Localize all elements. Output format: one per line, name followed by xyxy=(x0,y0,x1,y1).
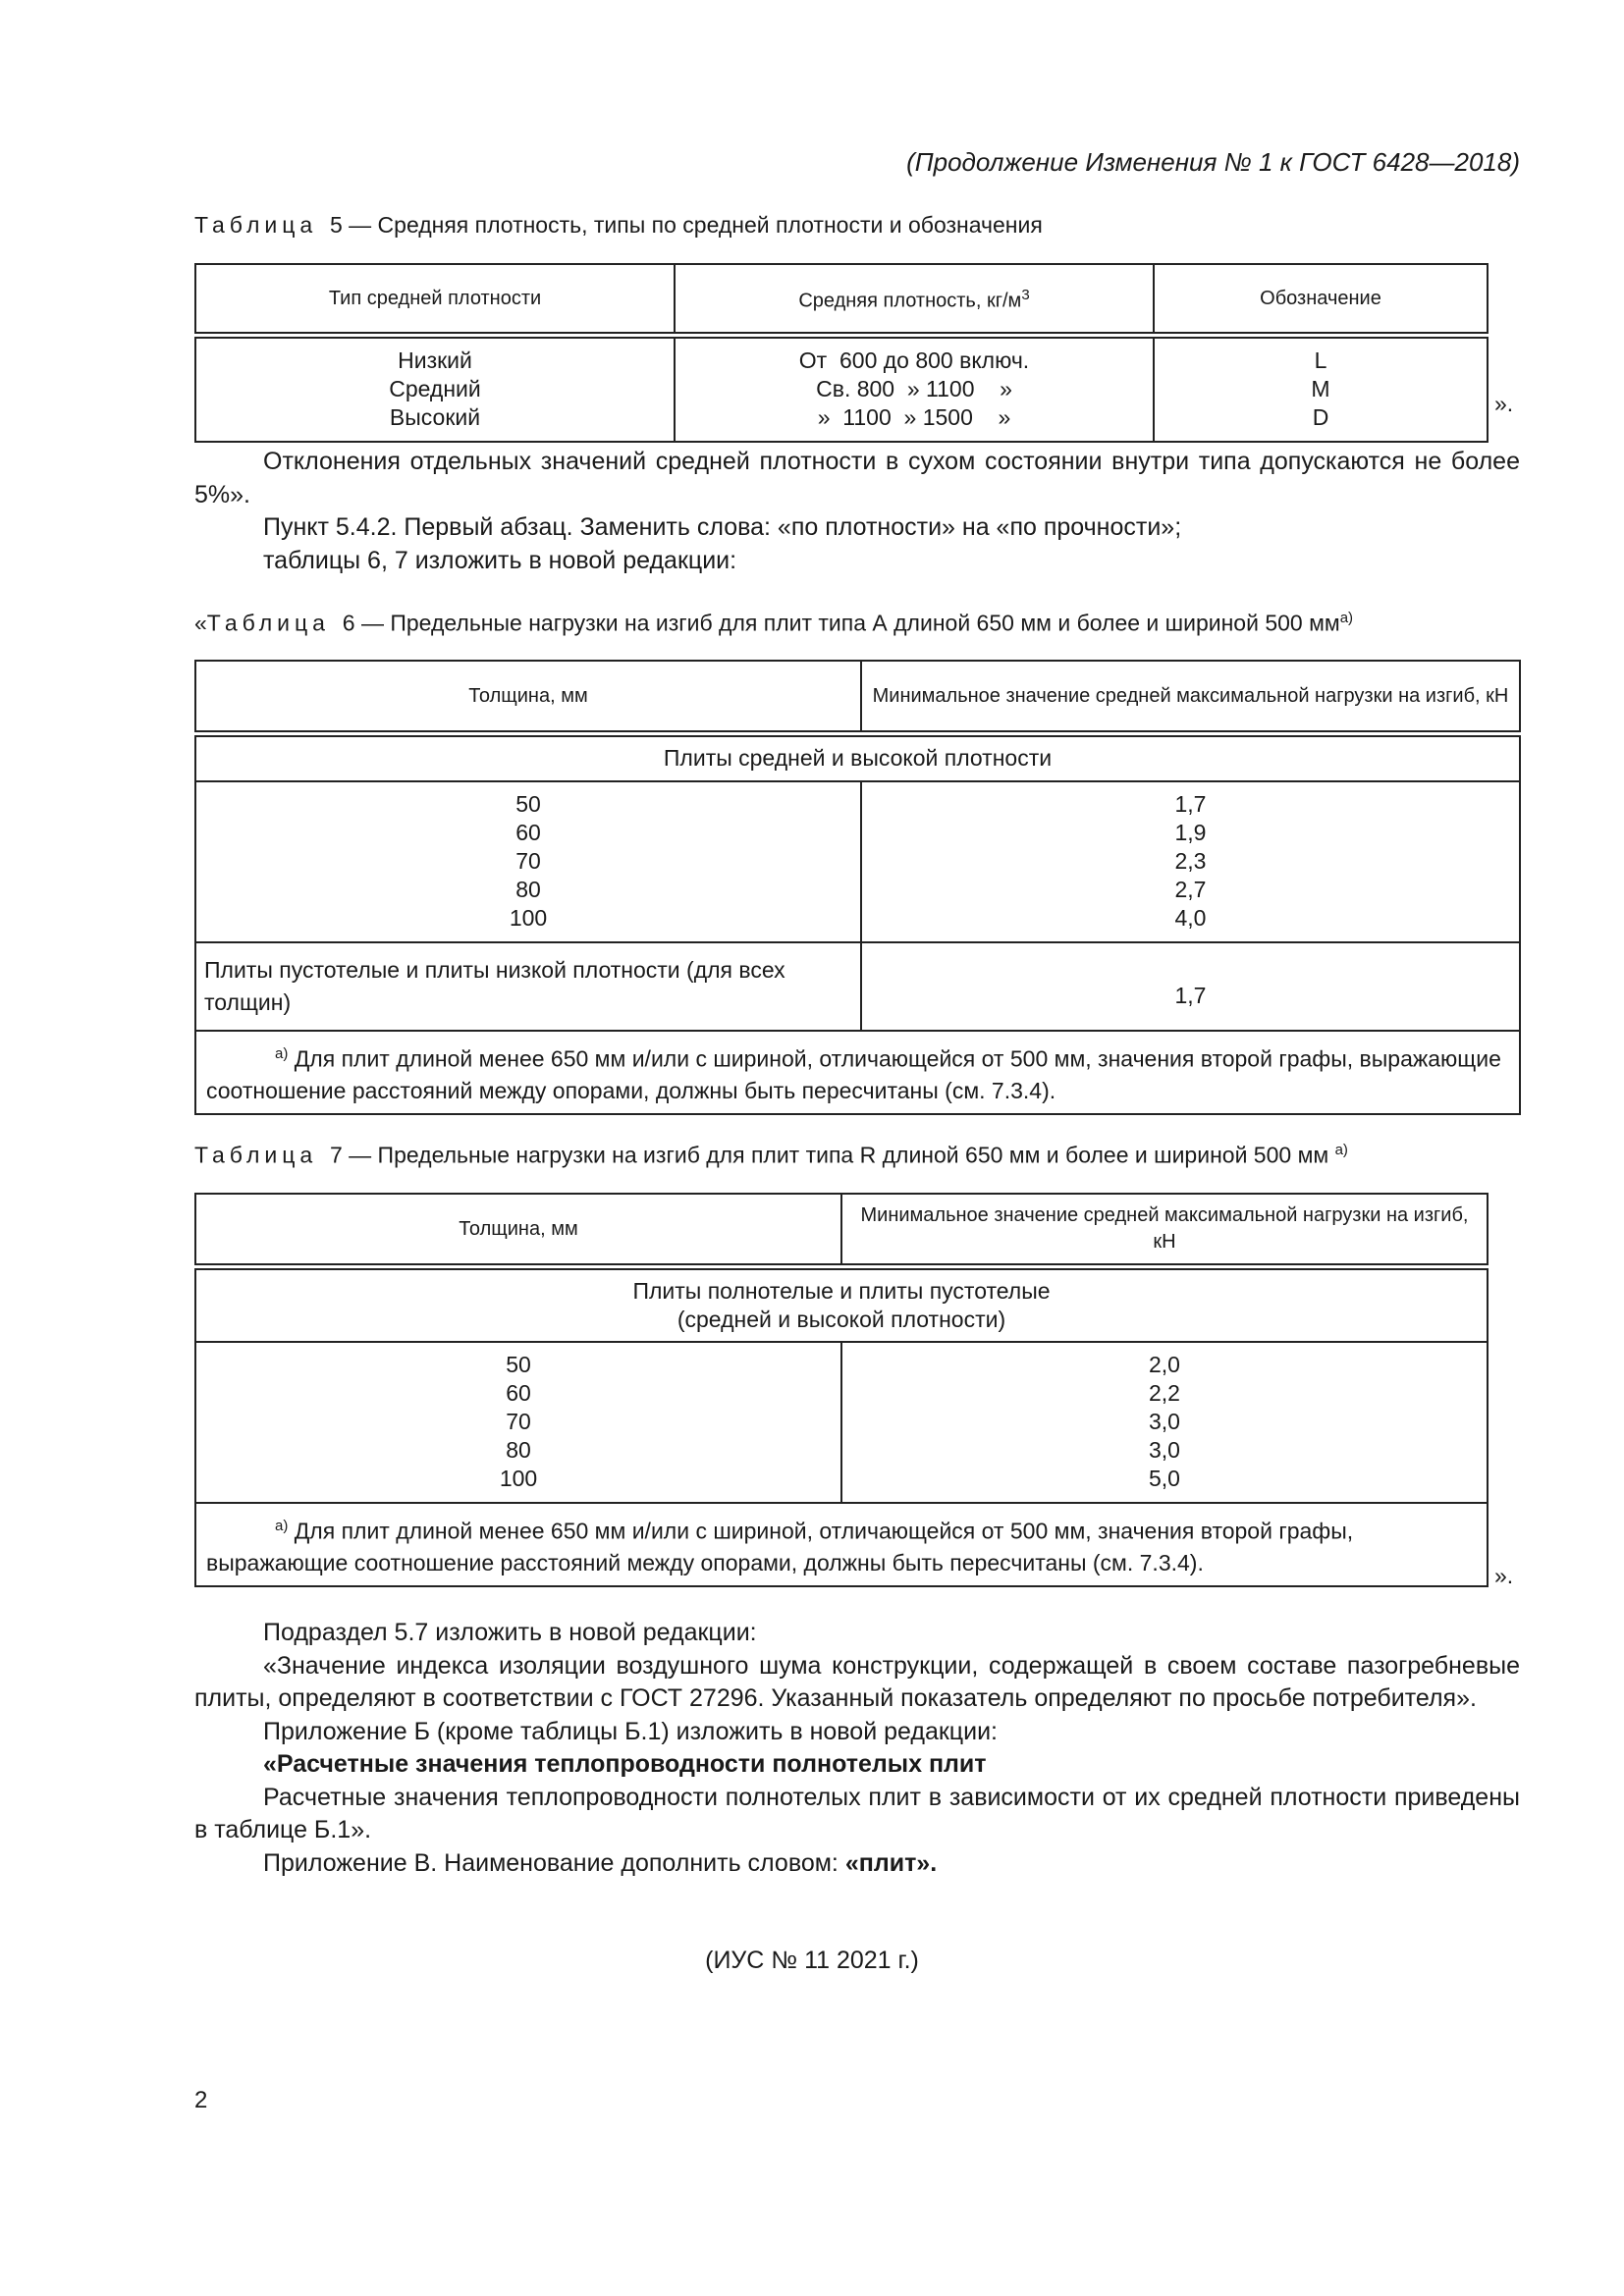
table7-loads: 2,0 2,2 3,0 3,0 5,0 xyxy=(840,1340,1489,1504)
table5-types: Низкий Средний Высокий xyxy=(194,334,676,443)
caption-text: 5 — Средняя плотность, типы по средней п… xyxy=(329,212,1043,238)
running-header: (Продолжение Изменения № 1 к ГОСТ 6428—2… xyxy=(906,147,1520,177)
page-number: 2 xyxy=(194,2087,208,2113)
closing-quote: ». xyxy=(1494,1563,1514,1588)
table7-group: Плиты полнотелые и плиты пустотелые (сред… xyxy=(194,1265,1489,1343)
text-line: таблицы 6, 7 изложить в новой редакции: xyxy=(263,546,737,574)
text-line: Приложение В. Наименование дополнить сло… xyxy=(263,1848,938,1877)
paragraph1: Отклонения отдельных значений средней пл… xyxy=(194,446,1520,577)
table5-header-code: Обозначение xyxy=(1153,263,1489,339)
table6-footnote: а) Для плит длиной менее 650 мм и/или с … xyxy=(194,1029,1521,1116)
caption-word: Таблица xyxy=(194,212,318,238)
text-line: Расчетные значения теплопроводности полн… xyxy=(194,1783,1520,1844)
table6-hollow-label: Плиты пустотелые и плиты низкой плотност… xyxy=(194,940,862,1032)
text-line: Подраздел 5.7 изложить в новой редакции: xyxy=(263,1619,757,1646)
table5-header-type: Тип средней плотности xyxy=(194,263,676,339)
paragraph2: Подраздел 5.7 изложить в новой редакции:… xyxy=(194,1617,1520,1880)
table6-loads: 1,7 1,9 2,3 2,7 4,0 xyxy=(860,779,1521,943)
table6-header-load: Минимальное значение средней максимально… xyxy=(860,660,1521,737)
table7-header-load: Минимальное значение средней максимально… xyxy=(840,1193,1489,1270)
table6: Толщина, мм Минимальное значение средней… xyxy=(194,660,1521,1116)
table6-thickness: 50 60 70 80 100 xyxy=(194,779,862,943)
table7-caption: Таблица 7 — Предельные нагрузки на изгиб… xyxy=(194,1142,1348,1168)
table5-densities: От 600 до 800 включ. Св. 800 » 1100 »» 11… xyxy=(674,334,1155,443)
subheading: «Расчетные значения теплопроводности пол… xyxy=(263,1750,987,1778)
text-line: Приложение Б (кроме таблицы Б.1) изложит… xyxy=(263,1717,998,1745)
text-line: Пункт 5.4.2. Первый абзац. Заменить слов… xyxy=(263,513,1182,541)
table7-header-thickness: Толщина, мм xyxy=(194,1193,842,1270)
table7-footnote: а) Для плит длиной менее 650 мм и/или с … xyxy=(194,1501,1489,1588)
closing-quote: ». xyxy=(1494,391,1514,416)
table6-hollow-value: 1,7 xyxy=(860,940,1521,1032)
table7-thickness: 50 60 70 80 100 xyxy=(194,1340,842,1504)
table7: Толщина, мм Минимальное значение средней… xyxy=(194,1193,1489,1588)
table6-header-thickness: Толщина, мм xyxy=(194,660,862,737)
table6-caption: «Таблица 6 — Предельные нагрузки на изги… xyxy=(194,610,1354,636)
text-line: «Значение индекса изоляции воздушного шу… xyxy=(194,1651,1520,1713)
table5: Тип средней плотности Средняя плотность,… xyxy=(194,263,1489,443)
table5-caption: Таблица 5 — Средняя плотность, типы по с… xyxy=(194,212,1043,239)
table5-header-density: Средняя плотность, кг/м3 xyxy=(674,263,1155,339)
text-line: Отклонения отдельных значений средней пл… xyxy=(194,448,1520,508)
table6-group: Плиты средней и высокой плотности xyxy=(194,732,1521,782)
ius-reference: (ИУС № 11 2021 г.) xyxy=(705,1947,919,1974)
